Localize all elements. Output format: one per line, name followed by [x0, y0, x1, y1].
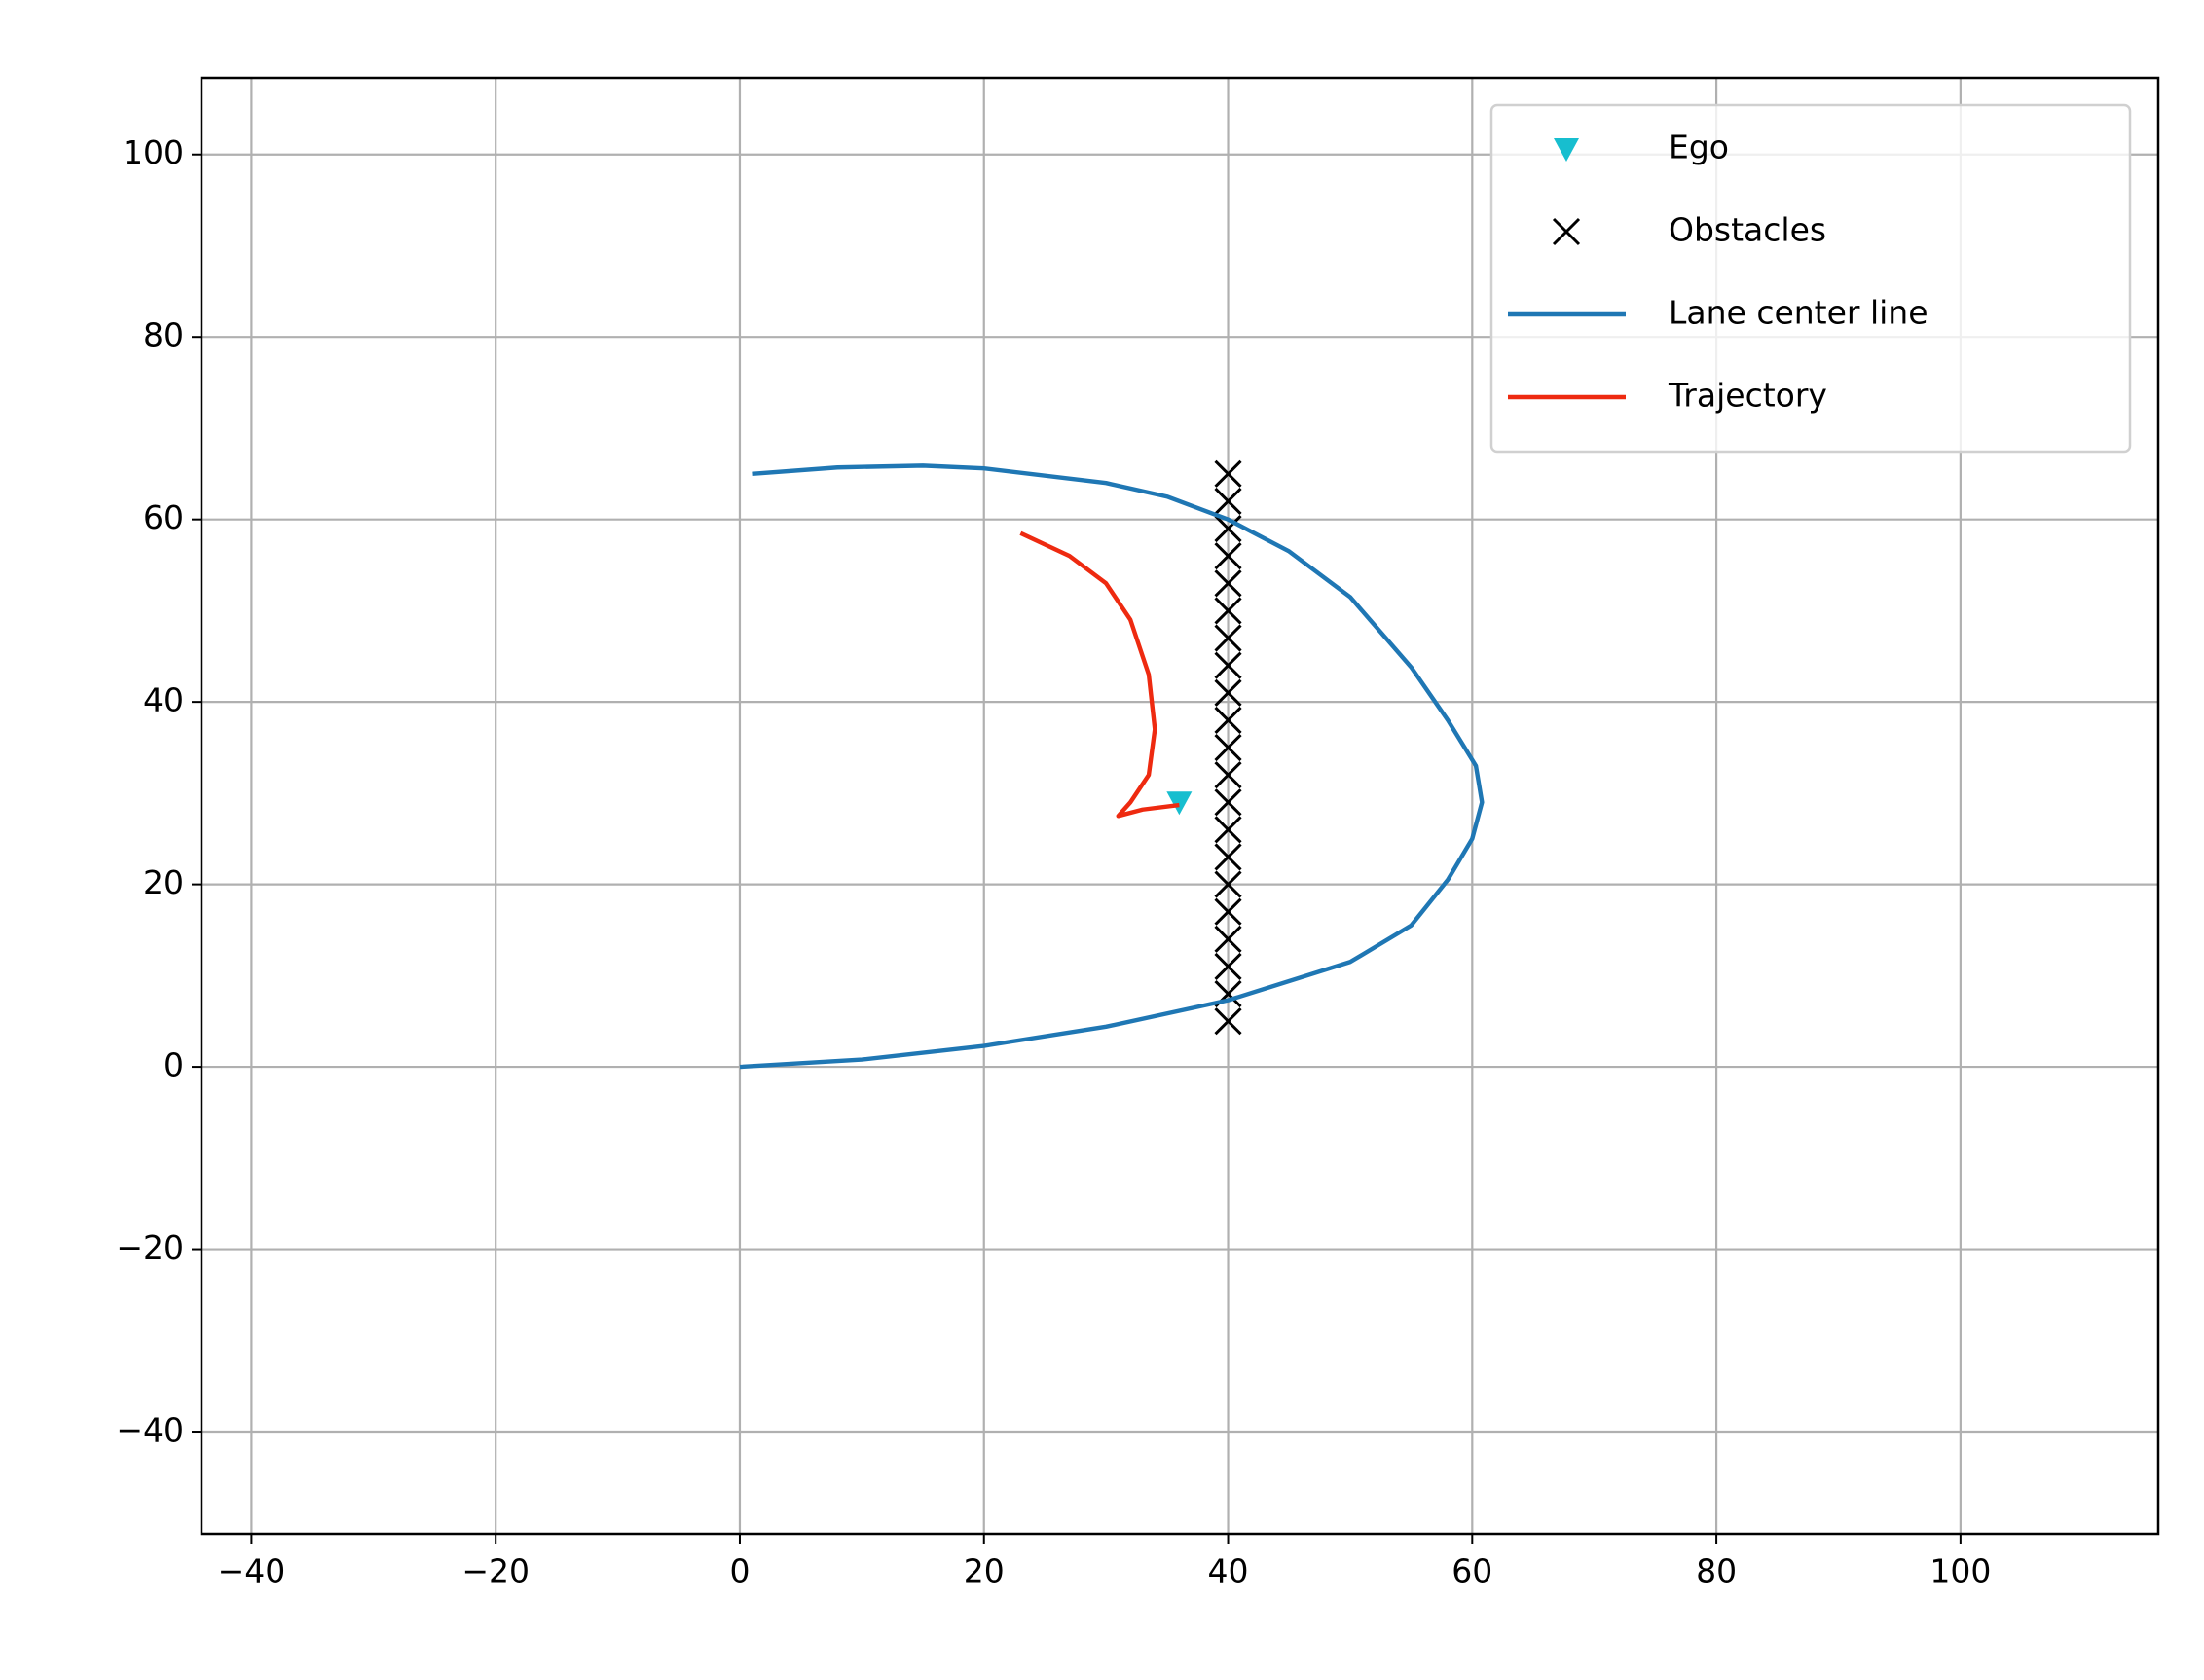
y-tick-label: −40	[116, 1411, 184, 1449]
y-tick-label: −20	[116, 1228, 184, 1266]
x-tick-label: 80	[1696, 1552, 1737, 1590]
plot-frame	[200, 76, 2160, 1536]
obstacle-marker	[1214, 843, 1242, 871]
x-tick-label: 60	[1451, 1552, 1492, 1590]
obstacle-marker	[1214, 597, 1242, 625]
obstacle-marker	[1214, 487, 1242, 515]
obstacle-marker	[1214, 678, 1242, 707]
y-tick-label: 20	[143, 863, 184, 901]
obstacle-marker	[1214, 733, 1242, 762]
legend-box	[1489, 103, 2132, 454]
x-tick-label: 40	[1208, 1552, 1249, 1590]
y-tick-label: 60	[143, 498, 184, 536]
obstacle-marker	[1214, 459, 1242, 488]
ego-marker	[1166, 791, 1193, 816]
obstacle-marker	[1214, 897, 1242, 926]
series-line	[1019, 530, 1180, 819]
legend-marker	[1554, 138, 1579, 162]
legend-label: Ego	[1669, 128, 1729, 166]
obstacle-marker	[1214, 816, 1242, 844]
x-tick-label: 0	[729, 1552, 750, 1590]
legend-marker	[1552, 217, 1581, 246]
obstacle-marker	[1214, 788, 1242, 817]
obstacle-marker	[1214, 1007, 1242, 1036]
obstacle-marker	[1214, 952, 1242, 981]
series-line	[739, 463, 1485, 1070]
obstacle-marker	[1214, 761, 1242, 789]
obstacle-marker	[1214, 651, 1242, 679]
y-tick-label: 0	[164, 1046, 184, 1084]
legend: Ego Obstacles Lane center line Trajectory	[1489, 103, 2132, 454]
y-tick-label: 100	[123, 133, 184, 171]
obstacle-marker	[1214, 870, 1242, 898]
legend-label: Lane center line	[1669, 294, 1928, 332]
obstacle-marker	[1214, 514, 1242, 543]
obstacle-marker	[1214, 624, 1242, 652]
legend-label: Trajectory	[1668, 377, 1827, 415]
x-tick-label: 20	[964, 1552, 1005, 1590]
obstacle-marker	[1214, 542, 1242, 570]
obstacle-marker	[1214, 706, 1242, 734]
legend-label: Obstacles	[1669, 211, 1826, 249]
x-tick-label: 100	[1929, 1552, 1991, 1590]
y-tick-label: 80	[143, 316, 184, 354]
x-tick-label: −40	[218, 1552, 286, 1590]
x-tick-label: −20	[461, 1552, 530, 1590]
obstacle-marker	[1214, 925, 1242, 953]
obstacle-marker	[1214, 569, 1242, 598]
y-tick-label: 40	[143, 681, 184, 719]
